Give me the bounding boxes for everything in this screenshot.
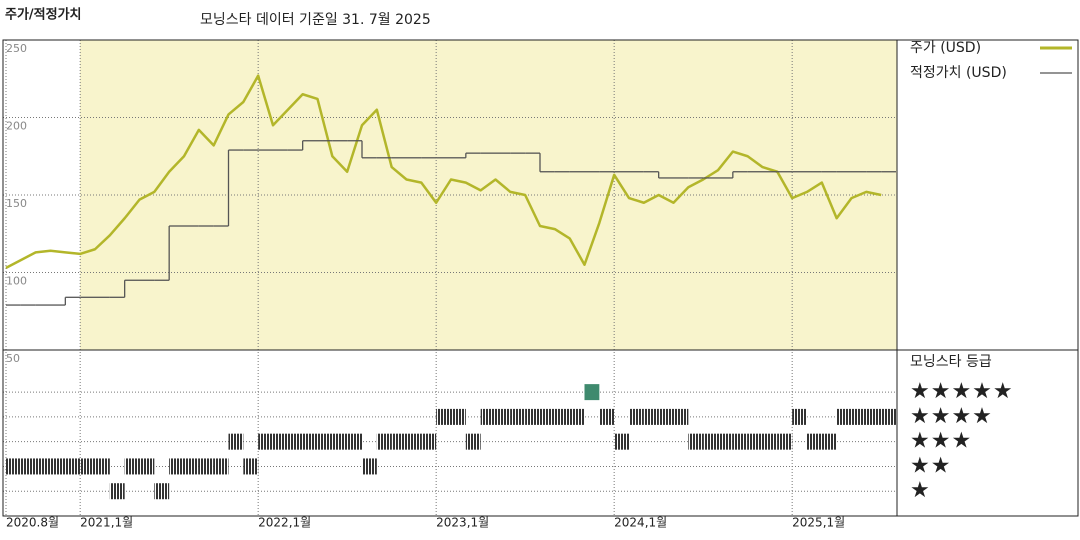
rating-bar: [643, 408, 659, 425]
rating-bar: [673, 408, 689, 425]
rating-bar: [495, 408, 511, 425]
rating-bar: [376, 433, 392, 450]
rating-bar: [807, 433, 822, 450]
x-tick-label: 2020.8월: [6, 516, 59, 530]
price-line: [5, 74, 882, 269]
rating-bar: [821, 433, 837, 450]
rating-bar: [836, 408, 852, 425]
rating-bar: [465, 433, 481, 450]
y-tick-label: 100: [6, 275, 27, 288]
rating-bar: [451, 408, 466, 425]
legend-title: 모닝스타 등급: [910, 354, 992, 370]
rating-bar: [732, 433, 748, 450]
rating-bar: [540, 408, 555, 425]
frame: [2, 39, 1079, 517]
legend-label: 적정가치 (USD): [910, 65, 1007, 81]
rating-bar: [658, 408, 674, 425]
rating-bar: [762, 433, 778, 450]
rating-bar: [228, 433, 244, 450]
rating-label: ★: [910, 478, 931, 503]
rating-bar: [866, 408, 882, 425]
rating-bar: [436, 408, 451, 425]
rating-bar: [302, 433, 318, 450]
rating-bar: [347, 433, 362, 450]
rating-bar: [480, 408, 496, 425]
rating-bar: [421, 433, 437, 450]
rating-bar: [688, 433, 704, 450]
rating-bar: [20, 458, 36, 475]
rating-bar: [35, 458, 51, 475]
x-tick-label: 2024,1월: [614, 516, 667, 530]
rating-bar: [184, 458, 199, 475]
rating-bar: [391, 433, 407, 450]
rating-bar: [6, 458, 21, 475]
rating-bar: [80, 458, 95, 475]
rating-bar: [273, 433, 288, 450]
x-tick-label: 2021,1월: [80, 516, 133, 530]
rating-bar: [139, 458, 155, 475]
rating-label: ★★: [910, 453, 951, 478]
rating-bar: [169, 458, 184, 475]
legend-label: 주가 (USD): [910, 40, 981, 56]
y-tick-label: 250: [6, 42, 27, 55]
y-tick-label: 50: [6, 352, 20, 365]
rating-bar: [109, 483, 125, 500]
rating-label: ★★★★: [910, 404, 993, 429]
rating-bar: [243, 458, 259, 475]
rating-bar: [569, 408, 585, 425]
chart-subtitle: 모닝스타 데이터 기준일 31. 7월 2025: [200, 12, 431, 28]
rating-bar: [65, 458, 81, 475]
rating-bar: [554, 408, 570, 425]
rating-bar: [792, 408, 807, 425]
x-tick-label: 2025,1월: [792, 516, 845, 530]
y-tick-label: 200: [6, 120, 27, 133]
rating-bar: [599, 408, 615, 425]
rating-label: ★★★★★: [910, 379, 1014, 404]
rating-bar: [851, 408, 867, 425]
rating-bar: [629, 408, 644, 425]
rating-bar: [584, 384, 600, 401]
rating-bar: [525, 408, 540, 425]
rating-bar: [287, 433, 303, 450]
x-tick-label: 2023,1월: [436, 516, 489, 530]
rating-bar: [406, 433, 422, 450]
rating-bar: [777, 433, 793, 450]
rating-bar: [124, 458, 140, 475]
rating-bar: [703, 433, 718, 450]
rating-bar: [614, 433, 629, 450]
rating-bar: [95, 458, 110, 475]
rating-bar: [881, 408, 896, 425]
rating-bar: [50, 458, 66, 475]
rating-bar: [198, 458, 214, 475]
rating-bar: [718, 433, 733, 450]
chart-title: 주가/적정가치: [5, 7, 82, 23]
rating-bar: [747, 433, 763, 450]
rating-bar: [258, 433, 273, 450]
rating-bar: [362, 458, 377, 475]
rating-bar: [510, 408, 526, 425]
rating-label: ★★★: [910, 429, 972, 454]
y-tick-label: 150: [6, 197, 27, 210]
rating-bar: [332, 433, 348, 450]
rating-bar: [317, 433, 333, 450]
rating-bar: [154, 483, 170, 500]
x-tick-label: 2022,1월: [258, 516, 311, 530]
rating-bar: [213, 458, 229, 475]
